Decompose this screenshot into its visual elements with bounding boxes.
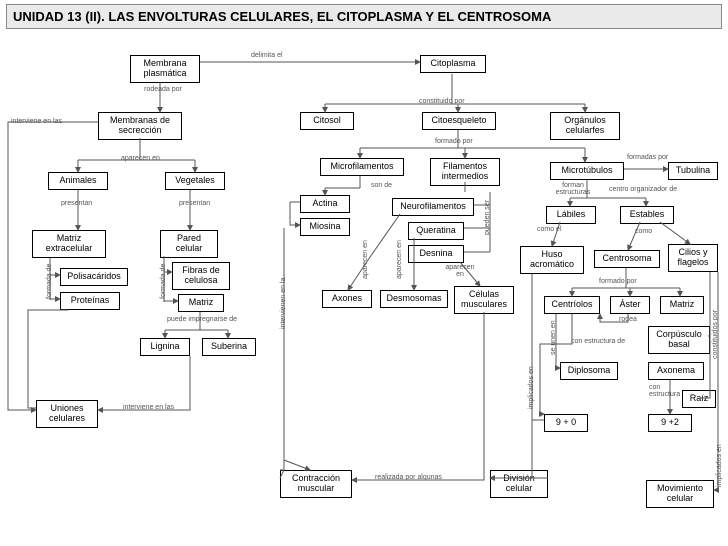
lbl-implicados: implicados en [528, 365, 535, 410]
node-estables: Estables [620, 206, 674, 224]
node-corpusculo: Corpúsculo basal [648, 326, 710, 354]
lbl-rodeada: rodeada por [142, 86, 184, 93]
node-diplosoma: Diplosoma [560, 362, 618, 380]
node-axones: Axones [322, 290, 372, 308]
lbl-se-unen: se unen en [550, 319, 557, 356]
lbl-formadas: formadas por [626, 154, 669, 161]
node-labiles: Lábiles [546, 206, 596, 224]
lbl-aparecen4: aparecen en [442, 264, 478, 278]
node-axonema: Axonema [648, 362, 704, 380]
lbl-intervienen: intervienen en la [280, 277, 287, 330]
node-contraccion: Contracción muscular [280, 470, 352, 498]
node-vegetales: Vegetales [165, 172, 225, 190]
node-celulas-musculares: Células musculares [454, 286, 514, 314]
node-nine-two: 9 +2 [648, 414, 692, 432]
lbl-como-el: como el [536, 226, 566, 233]
lbl-como: como [634, 228, 653, 235]
node-desnina: Desnina [408, 245, 464, 263]
lbl-presentan1: presentan [60, 200, 93, 207]
node-lignina: Lignina [140, 338, 190, 356]
node-raiz: Raíz [682, 390, 716, 408]
node-fibras-celulosa: Fibras de celulosa [172, 262, 230, 290]
node-desmosomas: Desmosomas [380, 290, 448, 308]
node-cilios: Cilios y flagelos [668, 244, 718, 272]
node-tubulina: Tubulina [668, 162, 718, 180]
lbl-aparecen2: aparecen en [362, 239, 369, 280]
page-title: UNIDAD 13 (II). LAS ENVOLTURAS CELULARES… [6, 4, 722, 29]
node-movimiento: Movimiento celular [646, 480, 714, 508]
lbl-constituido: constituido por [418, 98, 466, 105]
node-actina: Actina [300, 195, 350, 213]
node-suberina: Suberina [202, 338, 256, 356]
node-nine-zero: 9 + 0 [544, 414, 588, 432]
lbl-centro-org: centro organizador de [608, 186, 678, 193]
node-citosol: Citosol [300, 112, 354, 130]
node-aster: Áster [610, 296, 650, 314]
node-miosina: Miosina [300, 218, 350, 236]
lbl-formado-por2: formado por [598, 278, 638, 285]
lbl-pueden-ser: pueden ser [484, 199, 491, 236]
node-matriz-c: Matriz [660, 296, 704, 314]
node-neurofilamentos: Neurofilamentos [392, 198, 474, 216]
lbl-formada-de2: formada de [160, 263, 167, 300]
node-animales: Animales [48, 172, 108, 190]
node-organulos: Orgánulos celularfes [550, 112, 620, 140]
lbl-aparecen3: aparecen en [396, 239, 403, 280]
lbl-formada-de1: formada de [46, 263, 53, 300]
lbl-forman-estructuras: forman estructuras [550, 182, 596, 196]
node-queratina: Queratina [408, 222, 464, 240]
node-polisacaridos: Polisacáridos [60, 268, 128, 286]
node-pared-celular: Pared celular [160, 230, 218, 258]
lbl-implicados2: implicados en [716, 443, 723, 488]
lbl-realizada: realizada por algunas [374, 474, 443, 481]
lbl-delimita: delimita el [250, 52, 284, 59]
node-citoesqueleto: Citoesqueleto [422, 112, 496, 130]
lbl-impregnarse: puede impregnarse de [166, 316, 238, 323]
lbl-formado-por: formado por [434, 138, 474, 145]
lbl-aparecen: aparecen en [120, 155, 161, 162]
node-division: División celular [490, 470, 548, 498]
lbl-con-estructura: con estructura de [570, 338, 626, 345]
lbl-son-de: son de [370, 182, 393, 189]
node-microfilamentos: Microfilamentos [320, 158, 404, 176]
lbl-interviene: interviene en las [10, 118, 63, 125]
node-centriolos: Centríolos [544, 296, 600, 314]
node-huso: Huso acromático [520, 246, 584, 274]
lbl-presentan2: presentan [178, 200, 211, 207]
node-membranas-secrecion: Membranas de secrección [98, 112, 182, 140]
node-matriz-p: Matriz [178, 294, 224, 312]
node-filamentos-intermedios: Filamentos intermedios [430, 158, 500, 186]
node-centrosoma: Centrosoma [594, 250, 660, 268]
node-uniones: Uniones celulares [36, 400, 98, 428]
node-membrana-plasmatica: Membrana plasmática [130, 55, 200, 83]
lbl-rodea: rodea [618, 316, 638, 323]
lbl-constituidos: constituidos por [712, 309, 719, 360]
node-proteinas: Proteínas [60, 292, 120, 310]
node-matriz-extracelular: Matriz extracelular [32, 230, 106, 258]
node-microtubulos: Microtúbulos [550, 162, 624, 180]
node-citoplasma: Citoplasma [420, 55, 486, 73]
lbl-interviene2: interviene en las [122, 404, 175, 411]
